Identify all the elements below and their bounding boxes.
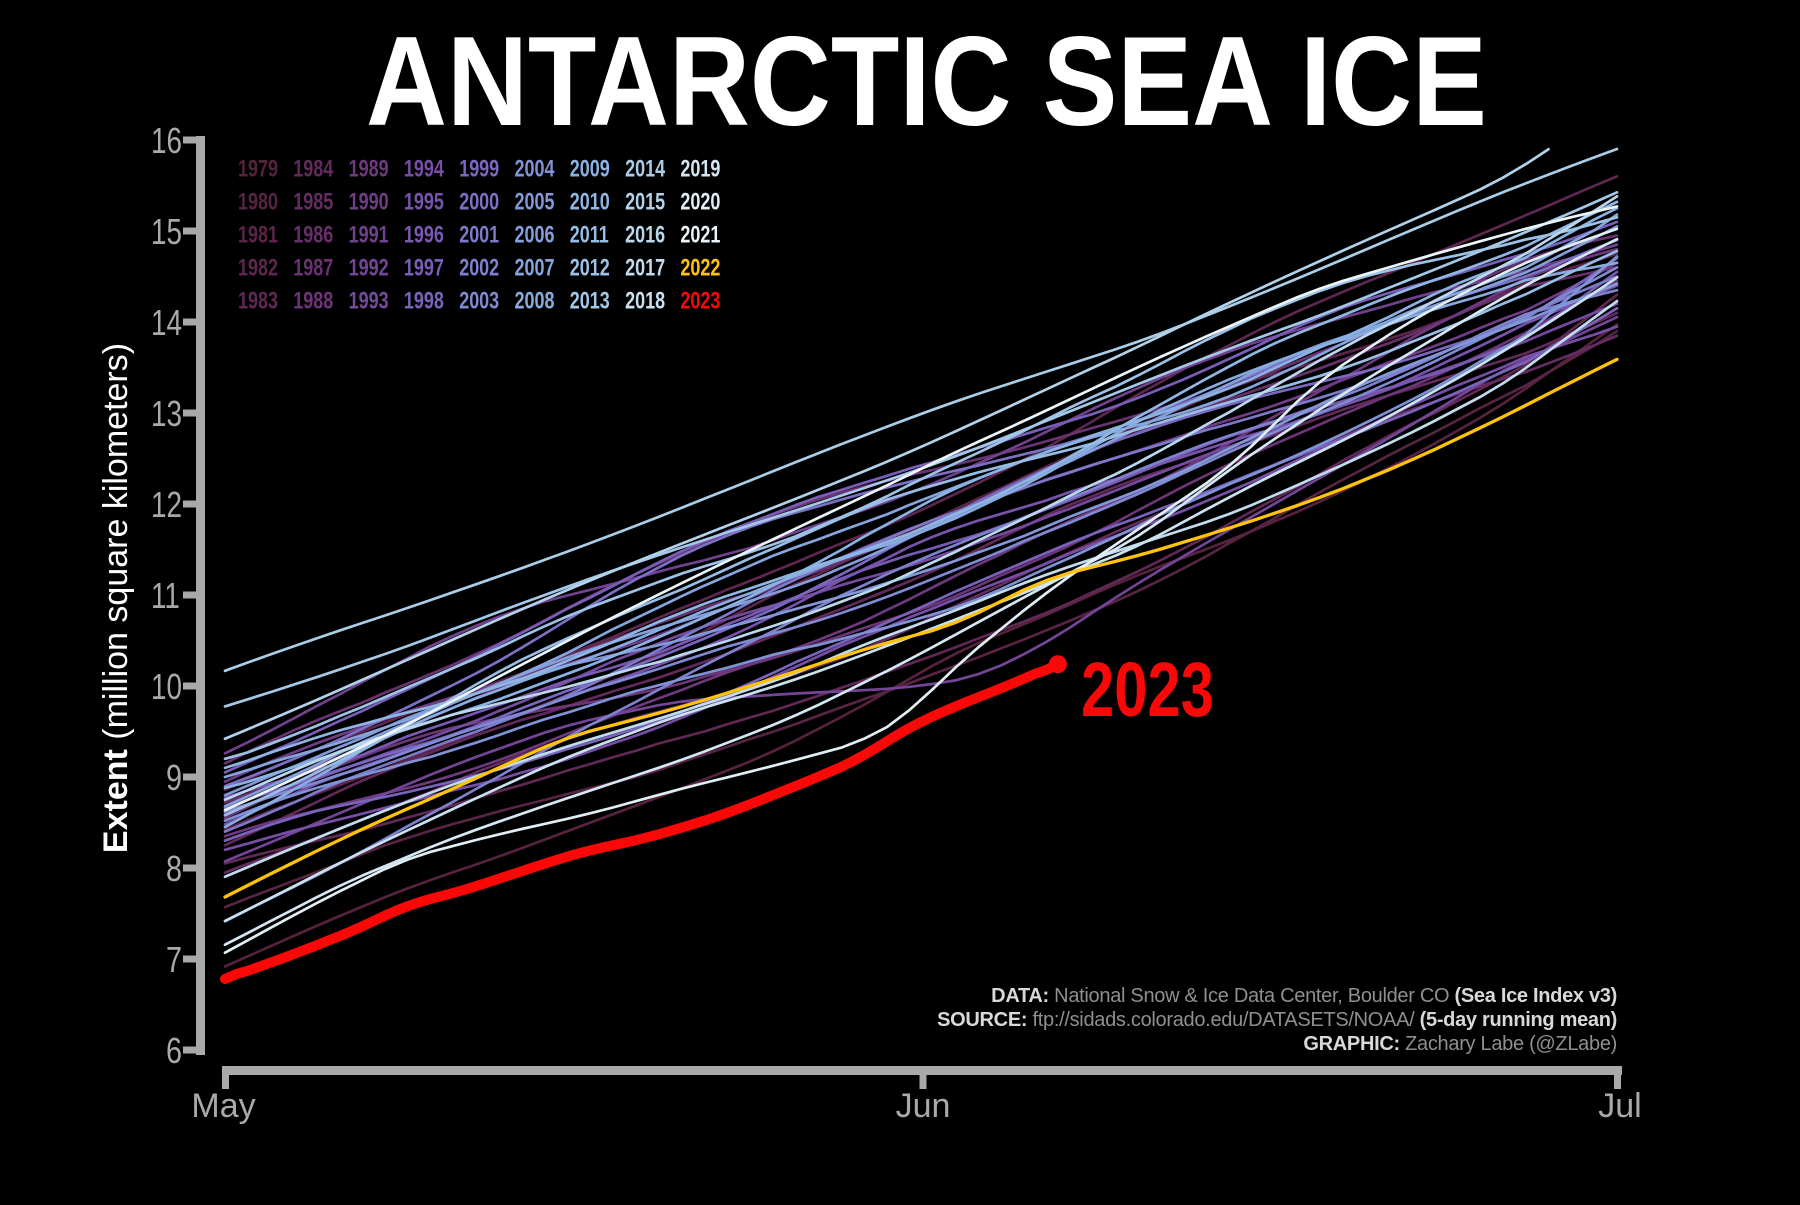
svg-text:1983: 1983 [238, 288, 278, 314]
svg-text:2007: 2007 [515, 255, 555, 281]
svg-text:2023: 2023 [680, 288, 720, 314]
svg-text:1996: 1996 [404, 222, 444, 248]
svg-text:1995: 1995 [404, 189, 444, 215]
svg-text:SOURCE: ftp://sidads.colorado.: SOURCE: ftp://sidads.colorado.edu/DATASE… [937, 1009, 1617, 1031]
svg-text:1981: 1981 [238, 222, 278, 248]
svg-text:10: 10 [151, 667, 182, 707]
svg-text:Jun: Jun [896, 1087, 951, 1125]
svg-text:2013: 2013 [570, 288, 610, 314]
svg-text:1985: 1985 [293, 189, 333, 215]
svg-text:13: 13 [151, 394, 182, 434]
svg-text:1988: 1988 [293, 288, 333, 314]
svg-text:2004: 2004 [515, 156, 555, 182]
svg-text:2012: 2012 [570, 255, 610, 281]
svg-text:2008: 2008 [515, 288, 555, 314]
svg-text:2002: 2002 [459, 255, 499, 281]
svg-text:14: 14 [151, 303, 182, 343]
svg-text:2000: 2000 [459, 189, 499, 215]
svg-text:2003: 2003 [459, 288, 499, 314]
svg-text:1993: 1993 [349, 288, 389, 314]
svg-text:2016: 2016 [625, 222, 665, 248]
svg-text:2017: 2017 [625, 255, 665, 281]
svg-text:2015: 2015 [625, 189, 665, 215]
svg-text:2011: 2011 [570, 222, 609, 248]
svg-text:6: 6 [166, 1031, 182, 1071]
svg-text:1982: 1982 [238, 255, 278, 281]
svg-text:1999: 1999 [459, 156, 499, 182]
svg-text:1980: 1980 [238, 189, 278, 215]
svg-text:1991: 1991 [349, 222, 389, 248]
svg-text:1992: 1992 [349, 255, 389, 281]
svg-text:2022: 2022 [680, 255, 720, 281]
svg-text:2023: 2023 [1081, 647, 1214, 733]
svg-text:2006: 2006 [515, 222, 555, 248]
svg-text:7: 7 [166, 940, 182, 980]
svg-text:1998: 1998 [404, 288, 444, 314]
svg-text:1986: 1986 [293, 222, 333, 248]
svg-text:2005: 2005 [515, 189, 555, 215]
svg-text:2001: 2001 [459, 222, 499, 248]
svg-text:2021: 2021 [680, 222, 720, 248]
svg-text:2018: 2018 [625, 288, 665, 314]
svg-text:May: May [191, 1087, 255, 1125]
svg-text:16: 16 [151, 121, 182, 161]
svg-text:9: 9 [166, 758, 182, 798]
svg-text:12: 12 [151, 485, 182, 525]
svg-text:1994: 1994 [404, 156, 444, 182]
svg-text:1984: 1984 [293, 156, 333, 182]
svg-text:1997: 1997 [404, 255, 444, 281]
svg-text:ANTARCTIC SEA ICE: ANTARCTIC SEA ICE [366, 12, 1487, 153]
svg-text:11: 11 [151, 576, 180, 616]
svg-text:Jul: Jul [1598, 1087, 1641, 1125]
svg-text:1989: 1989 [349, 156, 389, 182]
svg-text:2009: 2009 [570, 156, 610, 182]
svg-text:2019: 2019 [680, 156, 720, 182]
svg-text:1990: 1990 [349, 189, 389, 215]
svg-text:GRAPHIC: Zachary Labe (@ZLabe): GRAPHIC: Zachary Labe (@ZLabe) [1303, 1033, 1617, 1055]
svg-text:1987: 1987 [293, 255, 333, 281]
svg-text:DATA: National Snow & Ice Data: DATA: National Snow & Ice Data Center, B… [991, 985, 1617, 1007]
svg-text:8: 8 [166, 849, 182, 889]
svg-text:2020: 2020 [680, 189, 720, 215]
svg-text:1979: 1979 [238, 156, 278, 182]
svg-text:15: 15 [151, 212, 182, 252]
svg-text:2014: 2014 [625, 156, 665, 182]
svg-text:2010: 2010 [570, 189, 610, 215]
svg-text:Extent (million square kilomet: Extent (million square kilometers) [97, 343, 135, 853]
